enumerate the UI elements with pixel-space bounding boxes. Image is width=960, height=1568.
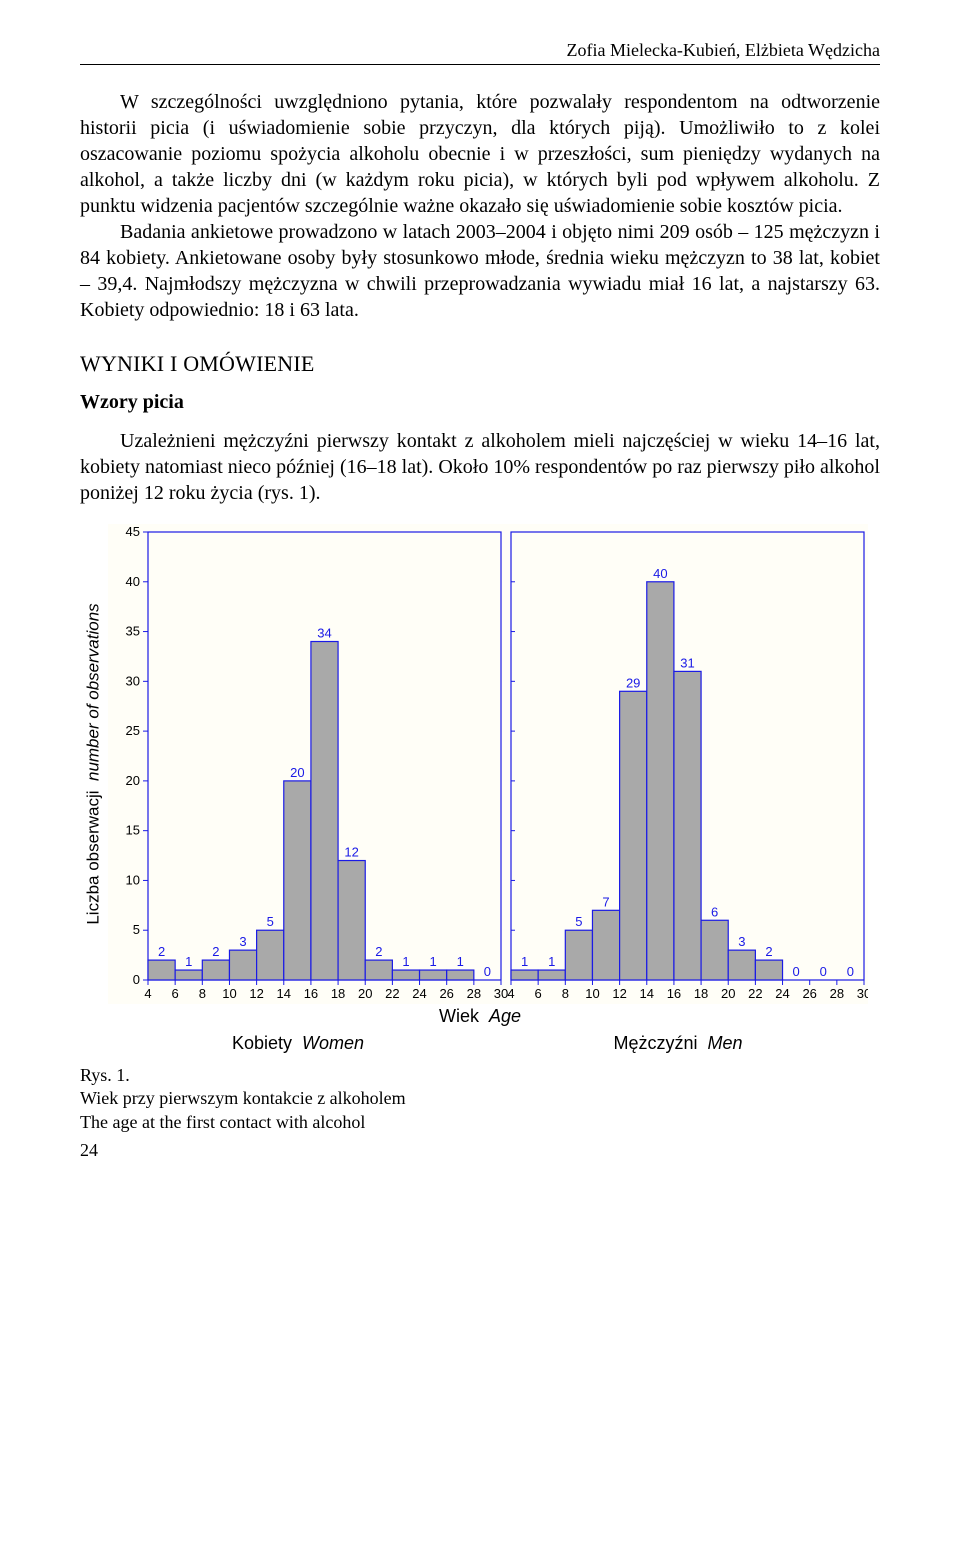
svg-text:45: 45: [126, 524, 140, 539]
svg-text:40: 40: [653, 566, 667, 581]
svg-text:31: 31: [680, 655, 694, 670]
figure-caption: Rys. 1. Wiek przy pierwszym kontakcie z …: [80, 1064, 880, 1134]
svg-text:6: 6: [535, 986, 542, 1001]
paragraph-3: Uzależnieni mężczyźni pierwszy kontakt z…: [80, 428, 880, 506]
svg-text:14: 14: [640, 986, 654, 1001]
svg-text:7: 7: [602, 894, 609, 909]
svg-text:1: 1: [429, 954, 436, 969]
svg-text:10: 10: [585, 986, 599, 1001]
svg-text:34: 34: [317, 626, 331, 641]
svg-text:25: 25: [126, 723, 140, 738]
svg-text:10: 10: [126, 872, 140, 887]
caption-line-pl: Wiek przy pierwszym kontakcie z alkohole…: [80, 1088, 406, 1108]
figure-1: Liczba obserwacji number of observations…: [80, 524, 880, 1134]
page-number: 24: [80, 1140, 880, 1161]
svg-text:22: 22: [385, 986, 399, 1001]
svg-text:28: 28: [467, 986, 481, 1001]
svg-text:24: 24: [412, 986, 426, 1001]
svg-text:3: 3: [738, 934, 745, 949]
svg-text:1: 1: [548, 954, 555, 969]
svg-text:16: 16: [304, 986, 318, 1001]
svg-text:18: 18: [331, 986, 345, 1001]
caption-prefix: Rys. 1.: [80, 1065, 130, 1085]
svg-text:6: 6: [711, 904, 718, 919]
svg-text:0: 0: [484, 964, 491, 979]
svg-text:3: 3: [239, 934, 246, 949]
svg-text:26: 26: [439, 986, 453, 1001]
svg-text:2: 2: [158, 944, 165, 959]
y-axis-label: Liczba obserwacji number of observations: [84, 603, 104, 924]
svg-text:20: 20: [126, 773, 140, 788]
header-authors: Zofia Mielecka-Kubień, Elżbieta Wędzicha: [566, 40, 880, 60]
svg-text:15: 15: [126, 823, 140, 838]
svg-text:5: 5: [267, 914, 274, 929]
svg-text:2: 2: [765, 944, 772, 959]
svg-text:5: 5: [575, 914, 582, 929]
svg-text:4: 4: [507, 986, 514, 1001]
paragraph-1: W szczególności uwzględniono pytania, kt…: [80, 89, 880, 219]
svg-text:40: 40: [126, 574, 140, 589]
svg-text:28: 28: [830, 986, 844, 1001]
svg-text:20: 20: [721, 986, 735, 1001]
x-axis-label: Wiek Age: [80, 1006, 880, 1027]
svg-text:12: 12: [612, 986, 626, 1001]
svg-text:1: 1: [457, 954, 464, 969]
svg-text:1: 1: [521, 954, 528, 969]
svg-text:22: 22: [748, 986, 762, 1001]
svg-text:26: 26: [802, 986, 816, 1001]
svg-text:5: 5: [133, 922, 140, 937]
svg-text:14: 14: [277, 986, 291, 1001]
svg-text:0: 0: [847, 964, 854, 979]
svg-text:16: 16: [667, 986, 681, 1001]
svg-text:12: 12: [249, 986, 263, 1001]
svg-text:0: 0: [133, 972, 140, 987]
svg-text:30: 30: [857, 986, 868, 1001]
subsection-heading: Wzory picia: [80, 391, 880, 414]
section-heading: WYNIKI I OMÓWIENIE: [80, 351, 880, 377]
svg-text:30: 30: [126, 673, 140, 688]
paragraph-2: Badania ankietowe prowadzono w latach 20…: [80, 219, 880, 323]
svg-text:8: 8: [199, 986, 206, 1001]
panel-label-women: Kobiety Women: [108, 1033, 488, 1054]
svg-text:6: 6: [172, 986, 179, 1001]
svg-text:20: 20: [290, 765, 304, 780]
svg-text:2: 2: [375, 944, 382, 959]
svg-text:29: 29: [626, 675, 640, 690]
svg-text:8: 8: [562, 986, 569, 1001]
svg-text:20: 20: [358, 986, 372, 1001]
svg-text:18: 18: [694, 986, 708, 1001]
svg-text:35: 35: [126, 624, 140, 639]
svg-text:1: 1: [185, 954, 192, 969]
svg-text:12: 12: [344, 845, 358, 860]
body-text: W szczególności uwzględniono pytania, kt…: [80, 89, 880, 506]
svg-text:10: 10: [222, 986, 236, 1001]
svg-text:1: 1: [402, 954, 409, 969]
panel-label-men: Mężczyźni Men: [488, 1033, 868, 1054]
svg-text:0: 0: [820, 964, 827, 979]
svg-text:0: 0: [792, 964, 799, 979]
running-header: Zofia Mielecka-Kubień, Elżbieta Wędzicha: [80, 40, 880, 65]
svg-text:30: 30: [494, 986, 508, 1001]
svg-text:2: 2: [212, 944, 219, 959]
svg-text:4: 4: [144, 986, 151, 1001]
svg-text:24: 24: [775, 986, 789, 1001]
caption-line-en: The age at the first contact with alcoho…: [80, 1112, 365, 1132]
histogram-chart: 0510152025303540454681012141618202224262…: [108, 524, 868, 1004]
